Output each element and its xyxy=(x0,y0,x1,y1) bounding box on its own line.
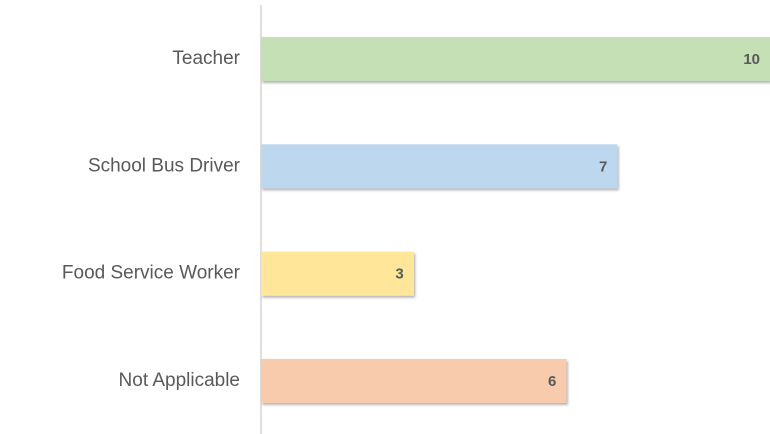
data-label: 3 xyxy=(395,266,403,283)
y-tick-label: Teacher xyxy=(172,48,240,69)
bar xyxy=(261,37,770,81)
data-label: 7 xyxy=(599,158,607,175)
bar xyxy=(261,358,567,403)
data-label: 10 xyxy=(743,51,760,68)
y-tick-label: Food Service Worker xyxy=(62,263,241,284)
data-label: 6 xyxy=(548,373,556,390)
y-tick-label: Not Applicable xyxy=(119,370,240,391)
y-tick-label: School Bus Driver xyxy=(88,155,241,176)
bar xyxy=(261,251,414,296)
bar xyxy=(261,144,618,189)
